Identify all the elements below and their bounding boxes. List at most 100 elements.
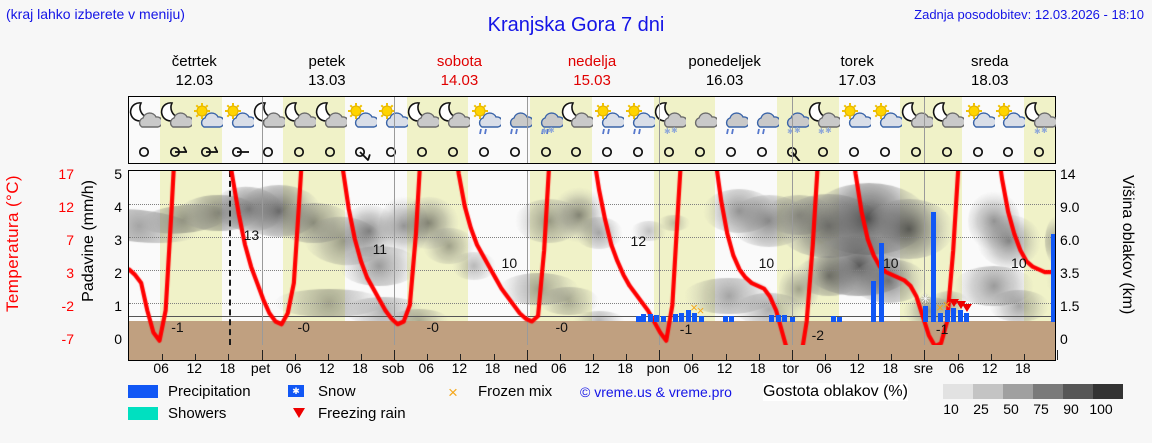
precipitation-bar-freezing-rain xyxy=(951,308,957,322)
wind-barb-calm xyxy=(129,139,160,163)
temperature-max-label: 10 xyxy=(758,255,775,271)
svg-text:✱: ✱ xyxy=(825,126,832,135)
day-separator xyxy=(659,97,661,163)
temperature-min-label: -2 xyxy=(811,327,825,343)
time-label: 06 xyxy=(683,360,700,376)
time-label: 18 xyxy=(352,360,368,376)
time-tick xyxy=(228,354,230,360)
time-label: 18 xyxy=(882,360,899,376)
precipitation-tick-2: 3 xyxy=(114,232,122,248)
time-label: 06 xyxy=(285,360,302,376)
wind-barb xyxy=(222,139,253,163)
time-label: tor xyxy=(782,360,800,376)
weather-icon-moon-cloud-snow: ✱ ✱ xyxy=(654,98,687,138)
weather-icon-moon-cloud xyxy=(314,98,347,138)
time-label: sre xyxy=(913,360,934,376)
page-title: Kranjska Gora 7 dni xyxy=(487,14,665,36)
weather-icon-moon-cloud xyxy=(160,98,193,138)
time-label: 12 xyxy=(451,360,468,376)
time-axis xyxy=(128,345,1058,361)
wind-barb-calm xyxy=(252,139,283,163)
wind-barb-calm xyxy=(407,139,438,163)
weather-icon-sun-cloud xyxy=(376,98,409,138)
freezing-rain-icon xyxy=(955,301,966,310)
frozen-mix-icon: × xyxy=(942,297,951,313)
weather-icon-moon-cloud-snow: ✱ ✱ xyxy=(1024,98,1057,138)
precipitation-bar-precipitation xyxy=(729,315,735,322)
time-tick xyxy=(559,354,561,360)
frozen-mix-icon: × xyxy=(936,299,944,315)
time-label: pon xyxy=(646,360,670,376)
legend: Precipitation Showers ✱ Snow Freezing ra… xyxy=(128,383,1148,439)
cloud-density-title: Gostota oblakov (%) xyxy=(763,383,908,401)
temperature-min-label: -1 xyxy=(171,319,184,335)
day-name: četrtek xyxy=(171,53,217,70)
day-separator xyxy=(924,97,926,163)
wind-barb-calm xyxy=(746,139,777,163)
precipitation-bar-precipitation xyxy=(672,313,678,322)
time-tick xyxy=(526,350,528,360)
time-tick xyxy=(460,354,462,360)
day-name: sobota xyxy=(436,53,482,70)
temperature-max-label: 13 xyxy=(243,227,260,243)
precipitation-bar-precipitation xyxy=(871,280,877,322)
band-night xyxy=(715,97,747,163)
wind-barbs-row xyxy=(129,139,1055,163)
menu-hint: (kraj lahko izberete v meniju) xyxy=(6,6,185,22)
precipitation-bar-precipitation xyxy=(722,315,728,322)
svg-text:✱: ✱ xyxy=(541,127,548,136)
time-tick xyxy=(659,350,661,360)
wind-barb-calm xyxy=(715,139,746,163)
temperature-min-label: -1 xyxy=(679,321,693,337)
svg-text:✱: ✱ xyxy=(1041,126,1048,135)
weather-icon-cloud-snow-rain: ✱ ✱ xyxy=(530,98,563,138)
weather-icon-cloud-rain xyxy=(746,98,779,138)
precipitation-bar-frozen-mix xyxy=(692,312,698,322)
svg-text:✱: ✱ xyxy=(292,387,300,397)
wind-barb-calm xyxy=(839,139,870,163)
snow-icon: ✱ xyxy=(288,384,304,401)
day-separator xyxy=(394,97,396,163)
temperature-max-label: 10 xyxy=(501,255,518,271)
copyright[interactable]: © vreme.us & vreme.pro xyxy=(580,384,732,400)
showers-swatch xyxy=(128,407,158,420)
weather-icon-moon-cloud-snow: ✱ ✱ xyxy=(808,98,841,138)
temperature-curve xyxy=(129,171,1055,345)
day-header-row: četrtek 12.03 petek 13.03 sobota 14.03 nedelja… xyxy=(128,52,1056,92)
weather-icon-moon-cloud xyxy=(252,98,285,138)
precipitation-bar-precipitation xyxy=(660,315,666,322)
svg-text:✱: ✱ xyxy=(787,127,794,136)
temperature-tick-1: 12 xyxy=(58,199,74,215)
svg-text:✱: ✱ xyxy=(548,126,555,135)
frozen-mix-icon: × xyxy=(696,302,705,318)
wind-barb-calm xyxy=(684,139,715,163)
legend-showers-label: Showers xyxy=(168,405,227,422)
cloud-tick-4: 1.5 xyxy=(1060,298,1080,314)
wind-barb-calm xyxy=(283,139,314,163)
wind-barb-calm xyxy=(376,139,407,163)
temperature-tick-3: 3 xyxy=(66,265,74,281)
cloud-density-label: 50 xyxy=(1003,401,1019,417)
day-date: 16.03 xyxy=(705,72,744,89)
day-header-0: četrtek 12.03 xyxy=(128,52,261,92)
day-header-6: sreda 18.03 xyxy=(923,52,1056,92)
time-tick xyxy=(791,350,793,360)
precipitation-bar-precipitation xyxy=(654,314,660,322)
freezing-rain-icon xyxy=(293,406,305,422)
time-tick xyxy=(924,350,926,360)
day-date: 12.03 xyxy=(175,72,214,89)
temperature-max-label: 12 xyxy=(630,233,647,249)
time-tick xyxy=(593,354,594,360)
precipitation-bar-precipitation xyxy=(782,314,788,322)
temperature-tick-5: -7 xyxy=(61,331,74,347)
weather-icon-sun-cloud xyxy=(191,98,224,138)
temperature-max-label: 11 xyxy=(372,241,388,257)
time-tick xyxy=(493,354,495,360)
day-name: torek xyxy=(840,53,874,70)
time-tick xyxy=(891,354,893,360)
weather-icon-sun-cloud xyxy=(962,98,995,138)
weather-icon-cloud-rain xyxy=(715,98,748,138)
frozen-mix-icon: × xyxy=(448,383,458,402)
time-tick xyxy=(294,354,296,360)
day-header-1: petek 13.03 xyxy=(261,52,394,92)
